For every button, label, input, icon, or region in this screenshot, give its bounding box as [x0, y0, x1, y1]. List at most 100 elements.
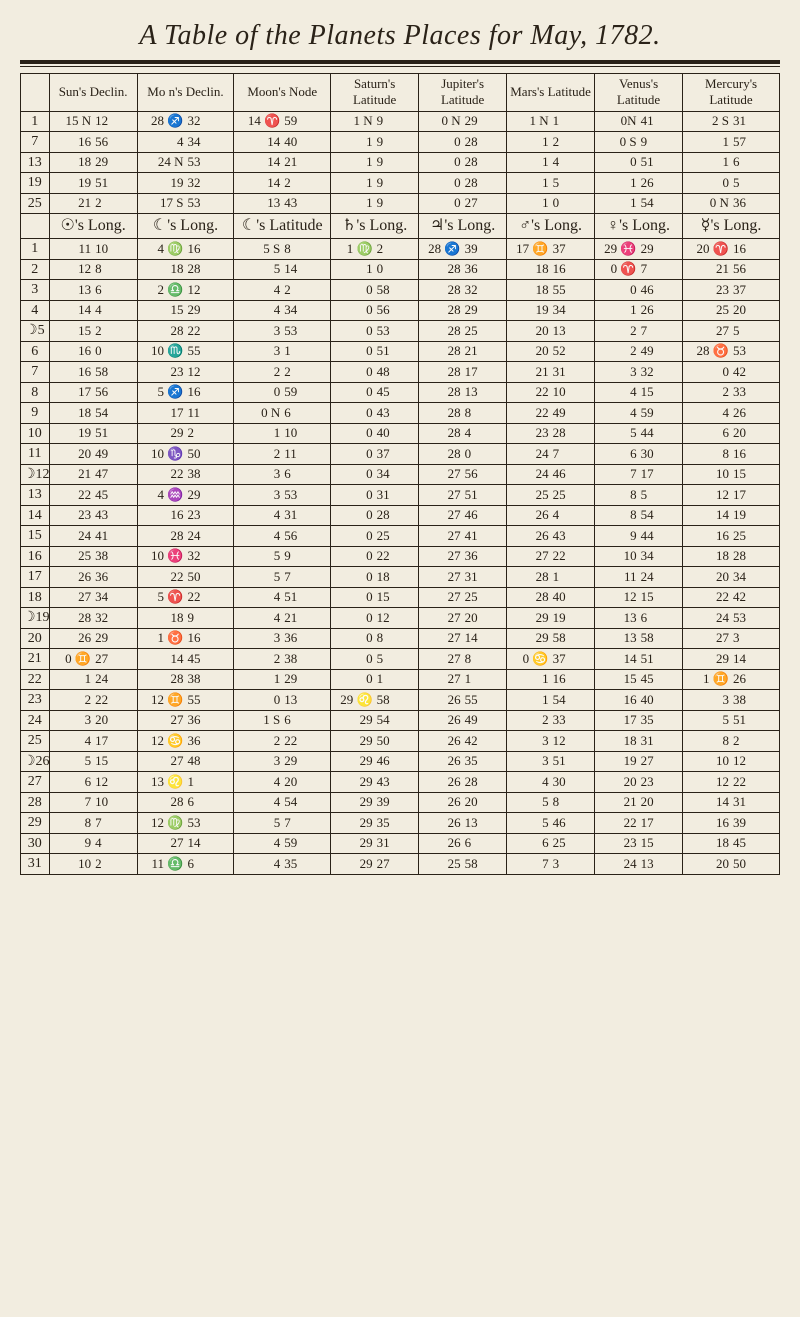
- value-cell: 28: [137, 321, 185, 342]
- value-cell: 34: [93, 587, 137, 608]
- value-cell: 34: [639, 546, 683, 567]
- value-cell: 38: [731, 690, 780, 711]
- table-row: 30942714459293126662523151845: [21, 833, 780, 854]
- value-cell: 4: [234, 772, 282, 793]
- value-cell: 10: [595, 546, 639, 567]
- value-cell: 36: [185, 710, 233, 731]
- value-cell: 28: [419, 300, 463, 321]
- value-cell: 49: [639, 341, 683, 362]
- value-cell: 28 ♉: [683, 341, 731, 362]
- value-cell: 53: [185, 193, 233, 214]
- value-cell: 24: [49, 526, 93, 547]
- value-cell: 32: [93, 608, 137, 629]
- value-cell: 13: [49, 280, 93, 301]
- value-cell: 4: [234, 854, 282, 875]
- day-header-blank2: [21, 214, 50, 239]
- value-cell: 13: [234, 193, 282, 214]
- value-cell: 5: [234, 546, 282, 567]
- table-row: 28710286454293926205821201431: [21, 792, 780, 813]
- table-row: ☽515228223530532825201327275: [21, 321, 780, 342]
- value-cell: 9: [639, 132, 683, 153]
- value-cell: 29 ♌: [331, 690, 375, 711]
- value-cell: 22: [683, 587, 731, 608]
- value-cell: 9: [185, 608, 233, 629]
- value-cell: 31: [639, 731, 683, 752]
- value-cell: 28: [419, 259, 463, 280]
- value-cell: 1 S: [234, 710, 282, 731]
- value-cell: 19: [595, 751, 639, 772]
- value-cell: 2: [93, 193, 137, 214]
- value-cell: 10: [683, 464, 731, 485]
- value-cell: 1: [331, 173, 375, 194]
- value-cell: 34: [375, 464, 419, 485]
- value-cell: 27: [639, 751, 683, 772]
- value-cell: 25: [463, 321, 507, 342]
- value-cell: 20 ♈: [683, 239, 731, 260]
- hdr-venus-lat: Venus's Latitude: [595, 74, 683, 112]
- value-cell: 25: [551, 485, 595, 506]
- value-cell: 9: [375, 152, 419, 173]
- title-rule: [20, 60, 780, 64]
- value-cell: 18: [507, 280, 551, 301]
- value-cell: 3: [234, 751, 282, 772]
- value-cell: 5: [375, 649, 419, 670]
- value-cell: 26: [49, 628, 93, 649]
- day-cell: 8: [21, 382, 50, 403]
- table-row: 16253810 ♓32590222736272210341828: [21, 546, 780, 567]
- day-cell: 1: [21, 239, 50, 260]
- value-cell: 1: [551, 567, 595, 588]
- value-cell: 0 N: [234, 403, 282, 424]
- value-cell: 20: [282, 772, 330, 793]
- value-cell: 14: [282, 259, 330, 280]
- table-row: 298712 ♍53572935261354622171639: [21, 813, 780, 834]
- value-cell: 6: [93, 280, 137, 301]
- value-cell: 7: [93, 813, 137, 834]
- value-cell: 15 N: [49, 111, 93, 132]
- value-cell: 41: [93, 526, 137, 547]
- value-cell: 4: [234, 608, 282, 629]
- value-cell: 1: [234, 423, 282, 444]
- value-cell: 53: [185, 813, 233, 834]
- value-cell: 37: [375, 444, 419, 465]
- value-cell: 39: [731, 813, 780, 834]
- value-cell: 16: [185, 382, 233, 403]
- value-cell: 33: [731, 382, 780, 403]
- value-cell: 59: [282, 382, 330, 403]
- value-cell: 21: [282, 608, 330, 629]
- value-cell: 54: [282, 792, 330, 813]
- value-cell: 4: [234, 300, 282, 321]
- value-cell: 27: [463, 193, 507, 214]
- day-cell: 4: [21, 300, 50, 321]
- value-cell: 29: [331, 854, 375, 875]
- value-cell: 27: [683, 321, 731, 342]
- value-cell: 43: [282, 193, 330, 214]
- value-cell: 54: [551, 690, 595, 711]
- table-row: 7165823122204828172131332042: [21, 362, 780, 383]
- value-cell: 26: [419, 772, 463, 793]
- day-cell: 10: [21, 423, 50, 444]
- value-cell: 20: [507, 321, 551, 342]
- value-cell: 37: [731, 280, 780, 301]
- value-cell: 1 N: [507, 111, 551, 132]
- value-cell: 55: [185, 341, 233, 362]
- value-cell: 6: [683, 423, 731, 444]
- value-cell: 3: [731, 628, 780, 649]
- value-cell: 27: [683, 628, 731, 649]
- value-cell: 28: [185, 259, 233, 280]
- table-row: 41441529434056282919341262520: [21, 300, 780, 321]
- value-cell: 20: [683, 854, 731, 875]
- value-cell: 3: [551, 854, 595, 875]
- value-cell: 29: [331, 751, 375, 772]
- value-cell: 17: [731, 485, 780, 506]
- value-cell: 0: [419, 193, 463, 214]
- value-cell: 38: [282, 649, 330, 670]
- value-cell: 1: [185, 772, 233, 793]
- value-cell: 19: [507, 300, 551, 321]
- table-row: 2541712 ♋3622229502642312183182: [21, 731, 780, 752]
- value-cell: 52: [551, 341, 595, 362]
- table-row: 111104 ♍165 S81 ♍228 ♐3917 ♊3729 ♓2920 ♈…: [21, 239, 780, 260]
- value-cell: 29: [93, 152, 137, 173]
- value-cell: 2: [595, 341, 639, 362]
- value-cell: 25: [375, 526, 419, 547]
- value-cell: 27: [375, 854, 419, 875]
